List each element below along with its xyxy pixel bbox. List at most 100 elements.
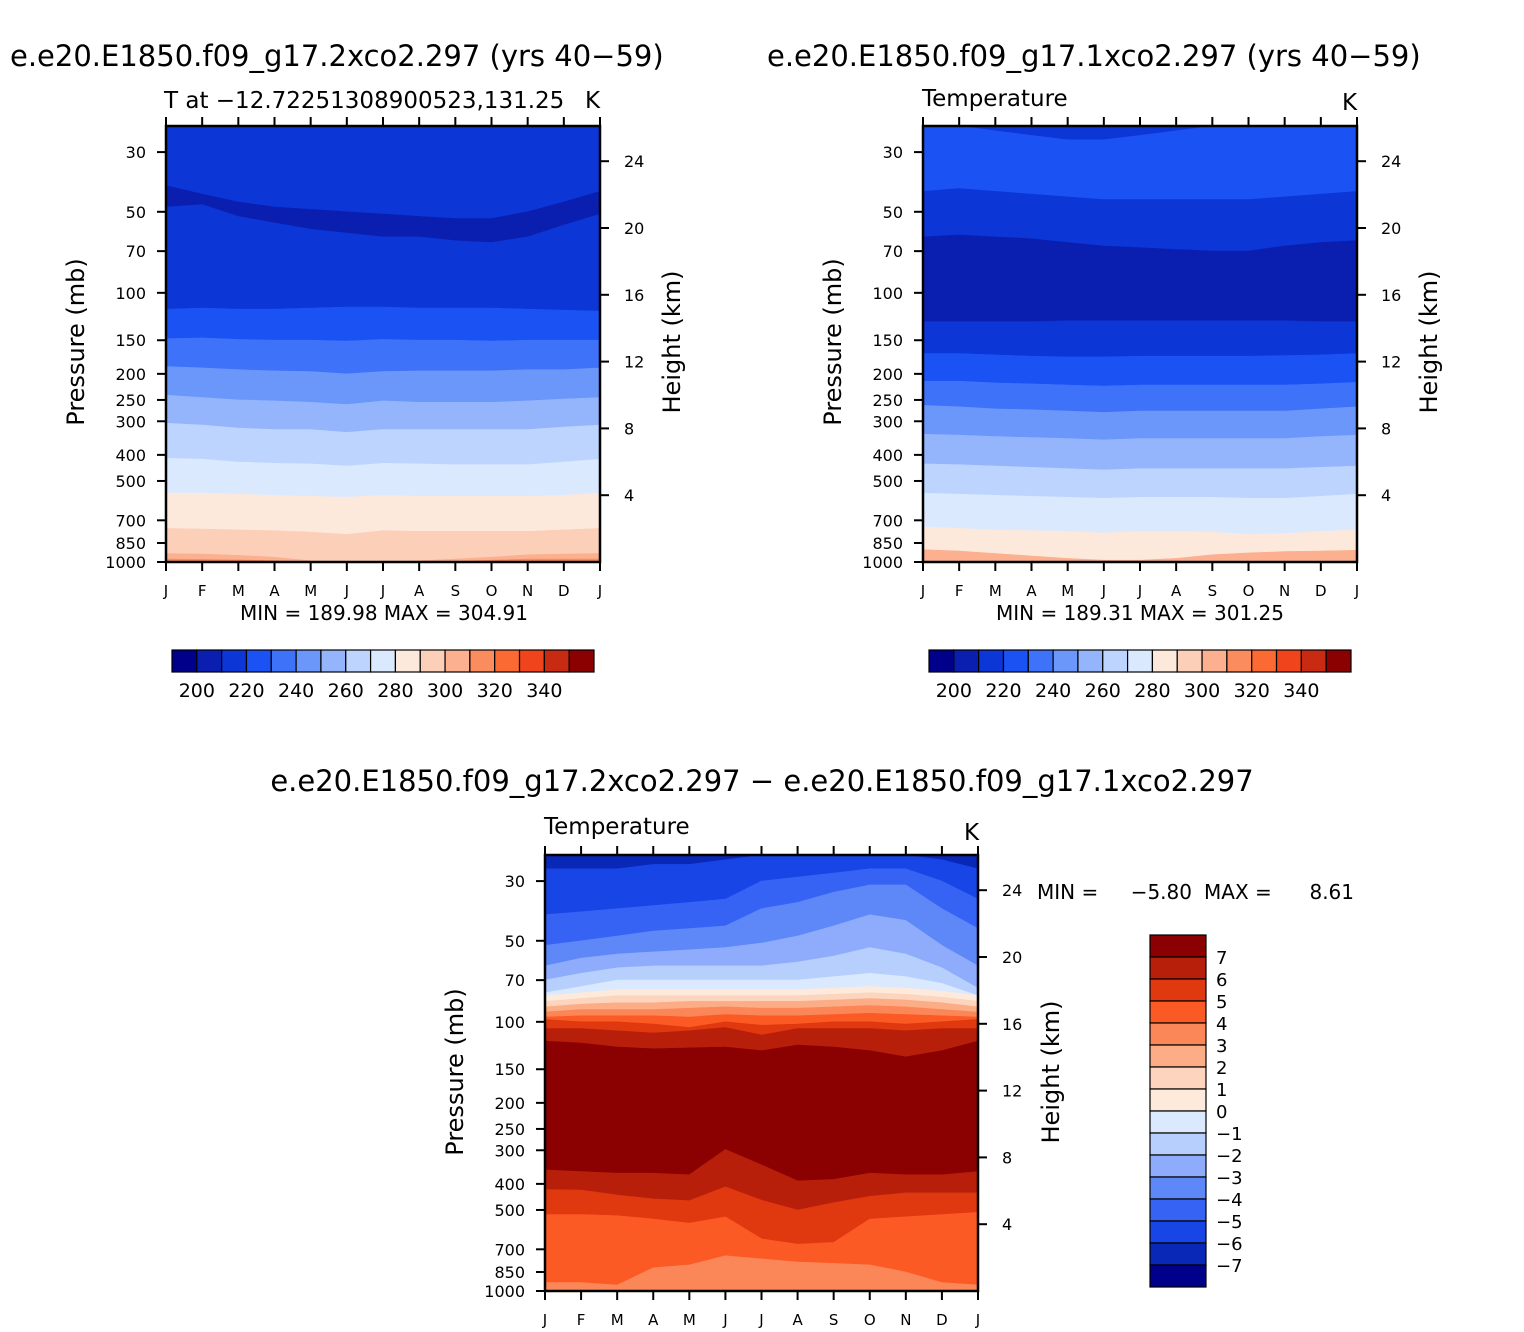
x-tick-label: F [955, 582, 964, 600]
y-tick-label: 700 [115, 511, 146, 530]
y-tick-label: 100 [494, 1013, 525, 1032]
colorbar-label: −1 [1216, 1124, 1243, 1145]
x-tick-label: A [1171, 582, 1182, 600]
colorbar-label: 320 [477, 680, 513, 702]
colorbar-box [419, 649, 446, 673]
y-tick-label: 500 [872, 472, 903, 491]
y-tick-label: 250 [115, 391, 146, 410]
x-tick-label: A [792, 1311, 803, 1329]
colorbar-label: 300 [427, 680, 463, 702]
panel-3-units: K [964, 820, 980, 846]
contour-band [922, 463, 1358, 499]
colorbar-box [494, 649, 521, 673]
colorbar-box [1027, 649, 1054, 673]
colorbar-label: −3 [1216, 1168, 1243, 1189]
colorbar-box [1149, 1088, 1207, 1112]
colorbar-box [1077, 649, 1104, 673]
y-tick-label: 850 [115, 534, 146, 553]
y-tick-label: 500 [494, 1201, 525, 1220]
colorbar-label: 6 [1216, 970, 1227, 991]
y2-tick-label: 8 [624, 419, 634, 438]
x-tick-label: S [451, 582, 461, 600]
panel-3-max-value: 8.61 [1309, 880, 1354, 904]
colorbar-box [444, 649, 471, 673]
x-tick-label: A [269, 582, 280, 600]
x-tick-label: J [1354, 582, 1359, 600]
y-tick-label: 70 [126, 242, 146, 261]
colorbar-box [1149, 1022, 1207, 1046]
colorbar-box [1149, 1220, 1207, 1244]
panel-2-y-axis-label: Pressure (mb) [819, 258, 847, 425]
x-tick-label: A [648, 1311, 659, 1329]
colorbar-label: 200 [936, 680, 972, 702]
x-tick-label: A [1026, 582, 1037, 600]
x-tick-label: M [611, 1311, 624, 1329]
y2-tick-label: 12 [1002, 1082, 1022, 1101]
x-tick-label: J [722, 1311, 727, 1329]
contour-band [922, 320, 1358, 358]
y-tick-label: 30 [505, 872, 525, 891]
contour-band [922, 353, 1358, 387]
x-tick-label: J [975, 1311, 980, 1329]
contour-band [922, 433, 1358, 471]
panel-1-colorbar: 200 220 240 260 280 300 320 340 [171, 649, 595, 702]
y2-tick-label: 24 [624, 152, 644, 171]
colorbar-label: 340 [526, 680, 562, 702]
panel-2-case-title: e.e20.E1850.f09_g17.1xco2.297 (yrs 40−59… [767, 39, 1421, 73]
colorbar-box [1149, 1264, 1207, 1288]
colorbar-label: 280 [377, 680, 413, 702]
panel-3-y2-axis-label: Height (km) [1037, 1001, 1065, 1144]
panel-2-minmax: MIN = 189.31 MAX = 301.25 [996, 601, 1284, 625]
y-tick-label: 100 [115, 284, 146, 303]
panel-1xco2: e.e20.E1850.f09_g17.1xco2.297 (yrs 40−59… [767, 39, 1443, 702]
panel-1-case-title: e.e20.E1850.f09_g17.2xco2.297 (yrs 40−59… [10, 39, 664, 73]
panel-3-y-axis-label: Pressure (mb) [441, 988, 469, 1155]
colorbar-box [245, 649, 272, 673]
x-tick-label: N [900, 1311, 911, 1329]
contour-band [165, 492, 601, 535]
x-tick-label: A [414, 582, 425, 600]
x-tick-label: M [989, 582, 1002, 600]
contour-band [165, 394, 601, 433]
colorbar-box [295, 649, 322, 673]
y-tick-label: 1000 [484, 1282, 525, 1301]
x-tick-label: F [577, 1311, 586, 1329]
colorbar-label: 260 [328, 680, 364, 702]
colorbar-box [978, 649, 1005, 673]
x-tick-label: N [522, 582, 533, 600]
y-tick-label: 30 [883, 143, 903, 162]
y-tick-label: 1000 [862, 553, 903, 572]
panel-2-colorbar: 200 220 240 260 280 300 320 340 [928, 649, 1352, 702]
colorbar-box [1226, 649, 1253, 673]
y-tick-label: 1000 [105, 553, 146, 572]
y-tick-label: 250 [494, 1120, 525, 1139]
panel-3-subtitle: Temperature [543, 814, 690, 840]
y2-tick-label: 12 [624, 353, 644, 372]
panel-1-contour-plot: J F M A M J J A S O N D J 30 50 70 100 150 200 250 300 400 500… [105, 117, 644, 600]
y2-tick-label: 16 [1002, 1015, 1022, 1034]
x-tick-label: M [304, 582, 317, 600]
colorbar-label: 3 [1216, 1036, 1227, 1057]
colorbar-box [270, 649, 297, 673]
y-tick-label: 150 [494, 1060, 525, 1079]
panel-1-minmax: MIN = 189.98 MAX = 304.91 [240, 601, 528, 625]
y-tick-label: 400 [494, 1175, 525, 1194]
colorbar-box [1149, 956, 1207, 980]
colorbar-label: 240 [1035, 680, 1071, 702]
y-tick-label: 200 [872, 365, 903, 384]
colorbar-box [928, 649, 955, 673]
y-tick-label: 200 [115, 365, 146, 384]
x-tick-label: J [1137, 582, 1142, 600]
panel-3-contour-plot: J F M A M J J A S O N D J 30 50 70 100 150 200 250 300 400 500… [484, 846, 1022, 1329]
colorbar-box [1201, 649, 1228, 673]
contour-band [922, 234, 1358, 322]
y-tick-label: 400 [115, 446, 146, 465]
y2-tick-label: 24 [1381, 152, 1401, 171]
y2-tick-label: 4 [1002, 1215, 1012, 1234]
panel-3-min-value: −5.80 [1131, 880, 1192, 904]
x-tick-label: J [920, 582, 925, 600]
contour-band [165, 337, 601, 375]
colorbar-box [1300, 649, 1327, 673]
x-tick-label: J [758, 1311, 763, 1329]
y-tick-label: 100 [872, 284, 903, 303]
